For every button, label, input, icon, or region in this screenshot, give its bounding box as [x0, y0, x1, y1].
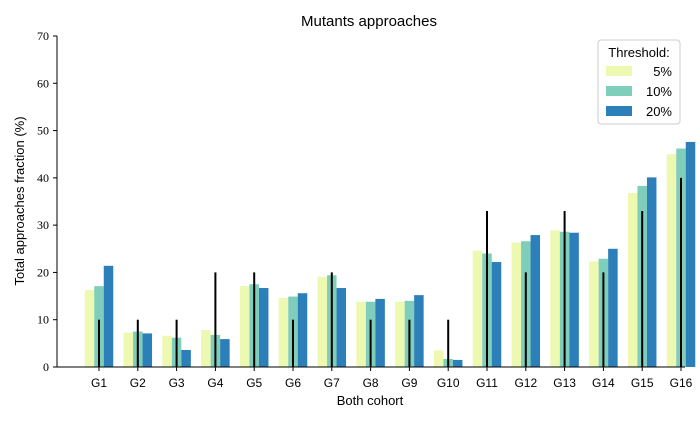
legend-label-5%: 5% — [653, 64, 672, 79]
bar-G3-5% — [162, 335, 172, 367]
bar-G14-5% — [589, 261, 599, 367]
y-tick-label: 20 — [37, 265, 49, 279]
bar-G13-20% — [569, 232, 579, 367]
x-axis-label: Both cohort — [337, 393, 404, 408]
legend-swatch-5% — [606, 66, 632, 76]
bar-G3-20% — [181, 349, 191, 367]
x-tick-label: G8 — [363, 376, 379, 390]
y-tick-label: 0 — [43, 360, 49, 374]
legend-swatch-20% — [606, 106, 632, 116]
axes: 0 10 20 30 40 50 60 70 G1 G2 G3 G4 G5 G6 G7 G8 G9 G10 G11 G… — [37, 29, 693, 390]
x-tick-label: G5 — [246, 376, 262, 390]
bar-G16-20% — [685, 141, 696, 367]
chart-title: Mutants approaches — [301, 13, 437, 30]
legend: Threshold: 5% 10% 20% — [597, 39, 681, 125]
plot-area — [84, 141, 696, 367]
bar-G9-20% — [414, 295, 424, 367]
bar-G13-5% — [550, 230, 560, 367]
x-tick-label: G13 — [553, 376, 576, 390]
bar-G11-5% — [472, 250, 483, 367]
x-tick-label: G11 — [476, 376, 498, 390]
bar-G5-5% — [239, 286, 250, 367]
x-tick-label: G4 — [207, 376, 223, 390]
legend-label-20%: 20% — [646, 104, 672, 119]
bar-G5-20% — [258, 288, 269, 367]
y-axis-label: Total approaches fraction (%) — [12, 116, 27, 285]
y-tick-label: 60 — [37, 76, 49, 90]
bar-G4-20% — [220, 339, 230, 367]
legend-label-10%: 10% — [646, 84, 672, 99]
bar-G2-20% — [142, 333, 153, 367]
bar-G10-5% — [433, 350, 444, 367]
y-tick-label: 50 — [37, 124, 49, 138]
x-tick-label: G6 — [285, 376, 301, 390]
x-tick-label: G1 — [91, 376, 107, 390]
x-tick-label: G7 — [324, 376, 340, 390]
bar-G1-5% — [84, 289, 95, 367]
x-tick-label: G12 — [514, 376, 537, 390]
bar-G15-5% — [627, 192, 638, 367]
bar-G2-5% — [123, 332, 134, 367]
bar-G10-20% — [452, 359, 463, 367]
bar-G4-5% — [201, 330, 211, 367]
y-tick-label: 40 — [37, 171, 49, 185]
bar-G8-20% — [375, 298, 385, 367]
bar-G15-20% — [646, 177, 657, 367]
legend-box — [597, 39, 681, 125]
x-tick-label: G14 — [592, 376, 615, 390]
bar-G11-20% — [491, 262, 502, 367]
x-tick-label: G9 — [401, 376, 417, 390]
bar-G9-5% — [395, 301, 405, 367]
bar-G12-5% — [511, 242, 522, 367]
bar-G1-20% — [103, 265, 114, 367]
x-tick-label: G10 — [437, 376, 460, 390]
legend-swatch-10% — [606, 86, 632, 96]
x-tick-label: G3 — [169, 376, 185, 390]
x-tick-label: G16 — [670, 376, 693, 390]
bar-G12-20% — [530, 235, 541, 367]
bar-G14-20% — [608, 248, 618, 367]
bar-G8-5% — [356, 301, 366, 367]
bar-G6-5% — [278, 297, 289, 367]
bar-G7-20% — [336, 288, 347, 367]
bar-G7-5% — [317, 276, 328, 367]
y-tick-label: 10 — [37, 313, 49, 327]
x-tick-label: G15 — [631, 376, 654, 390]
y-tick-label: 30 — [37, 218, 49, 232]
bar-G16-5% — [666, 154, 677, 367]
x-tick-label: G2 — [130, 376, 146, 390]
legend-title: Threshold: — [608, 45, 669, 60]
y-tick-label: 70 — [37, 29, 49, 43]
bar-G6-20% — [297, 293, 308, 367]
